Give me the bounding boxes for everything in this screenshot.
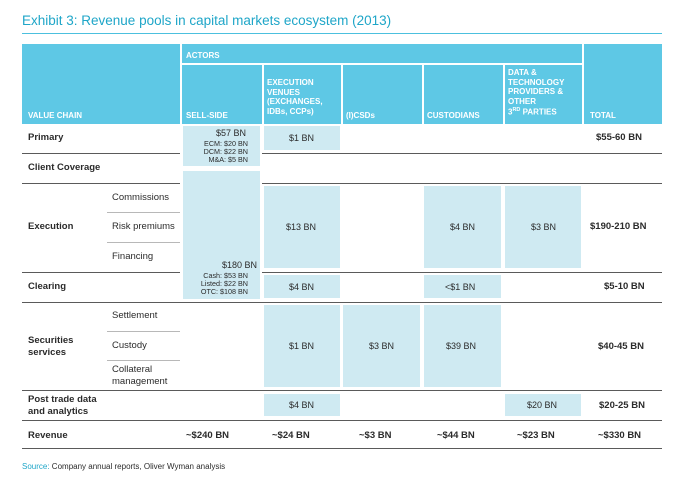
revenue-data-providers: ~$23 BN [517, 430, 555, 441]
sub-risk-premiums: Risk premiums [112, 221, 175, 232]
revenue-icsds: ~$3 BN [359, 430, 392, 441]
row-rule [262, 183, 662, 184]
securities-exec-cell [264, 305, 340, 387]
row-rule [22, 302, 662, 303]
total-execution: $190-210 BN [590, 221, 647, 232]
securities-cust-value: $39 BN [446, 341, 477, 351]
header-separator [180, 44, 182, 124]
sub-settlement: Settlement [112, 310, 158, 321]
row-rule [22, 272, 180, 273]
actors-header: ACTORS [186, 51, 220, 60]
execution-exec-value: $13 BN [286, 222, 317, 232]
securities-csd-cell [343, 305, 420, 387]
row-post-trade: Post trade data and analytics [28, 394, 97, 417]
total-post-trade: $20-25 BN [599, 400, 645, 411]
data-tech-header: DATA & TECHNOLOGY PROVIDERS & OTHER 3RD … [508, 68, 565, 117]
row-rule [262, 153, 662, 154]
sub-financing: Financing [112, 251, 154, 262]
actors-rule [182, 63, 582, 65]
sell-side-header: SELL-SIDE [186, 111, 228, 120]
sub-commissions: Commissions [112, 192, 170, 203]
row-client-coverage: Client Coverage [28, 162, 101, 173]
clearing-exec-cell [264, 275, 340, 298]
sub-collateral-management: Collateral management [112, 364, 168, 387]
row-clearing: Clearing [28, 281, 67, 292]
execution-cust-value: $4 BN [450, 222, 476, 232]
row-rule [22, 390, 662, 391]
row-rule [262, 272, 662, 273]
custodians-header: CUSTODIANS [427, 111, 480, 120]
row-rule [22, 420, 662, 421]
execution-venues-header: EXECUTION VENUES (EXCHANGES, IDBs, CCPs) [267, 78, 323, 116]
securities-csd-value: $3 BN [369, 341, 395, 351]
execution-data-value: $3 BN [531, 222, 557, 232]
securities-cust-cell [424, 305, 501, 387]
sell-side-value: $180 BN [222, 260, 258, 270]
col-separator [341, 65, 343, 124]
execution-data-cell [505, 186, 581, 268]
post-data-value: $20 BN [527, 400, 558, 410]
primary-sell-side-cell [183, 126, 260, 166]
col-separator [422, 65, 424, 124]
total-primary: $55-60 BN [596, 132, 642, 143]
total-securities: $40-45 BN [598, 341, 644, 352]
icsds-header: (I)CSDs [346, 111, 375, 120]
execution-cust-cell [424, 186, 501, 268]
clearing-exec-value: $4 BN [289, 282, 315, 292]
row-rule [22, 183, 180, 184]
sub-row-rule [107, 331, 180, 332]
clearing-cust-value: <$1 BN [445, 282, 476, 292]
value-chain-header: VALUE CHAIN [28, 111, 83, 120]
post-exec-value: $4 BN [289, 400, 315, 410]
row-revenue: Revenue [28, 430, 68, 441]
revenue-sell-side: ~$240 BN [186, 430, 230, 441]
row-rule [22, 448, 662, 449]
total-header: TOTAL [590, 111, 616, 120]
row-primary: Primary [28, 132, 64, 143]
clearing-cust-cell [424, 275, 501, 298]
sub-custody: Custody [112, 340, 147, 351]
row-rule [22, 153, 180, 154]
execution-exec-cell [264, 186, 340, 268]
row-securities-services: Securities services [28, 335, 74, 358]
securities-exec-value: $1 BN [289, 341, 315, 351]
col-separator [582, 44, 584, 124]
exhibit-title: Exhibit 3: Revenue pools in capital mark… [22, 13, 392, 28]
revenue-exec-venues: ~$24 BN [272, 430, 310, 441]
primary-exec-cell [264, 126, 340, 150]
revenue-custodians: ~$44 BN [437, 430, 475, 441]
col-separator [262, 65, 264, 124]
post-data-cell [505, 394, 581, 416]
sub-row-rule [107, 360, 180, 361]
col-separator [503, 65, 505, 124]
title-rule [22, 33, 662, 34]
sub-row-rule [107, 212, 180, 213]
row-execution: Execution [28, 221, 74, 232]
sell-side-large-cell [183, 171, 260, 299]
source-note: Source: Company annual reports, Oliver W… [22, 462, 226, 471]
sell-side-breakdown: Cash: $53 BN Listed: $22 BN OTC: $108 BN [200, 271, 248, 296]
primary-breakdown: ECM: $20 BN DCM: $22 BN M&A: $5 BN [203, 139, 248, 164]
post-exec-cell [264, 394, 340, 416]
sub-row-rule [107, 242, 180, 243]
primary-exec-value: $1 BN [289, 133, 315, 143]
primary-sell-value: $57 BN [216, 128, 247, 138]
revenue-total: ~$330 BN [598, 430, 642, 441]
total-clearing: $5-10 BN [604, 281, 645, 292]
